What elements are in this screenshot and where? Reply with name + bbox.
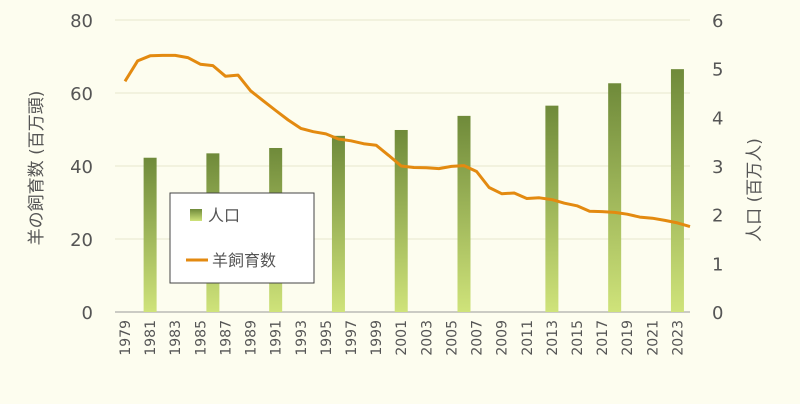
y-tick-left: 40 bbox=[70, 157, 93, 178]
legend-box bbox=[169, 192, 315, 284]
y-tick-right: 3 bbox=[712, 157, 723, 178]
y-axis-left-label: 羊の飼育数 (百万頭) bbox=[27, 91, 47, 246]
y-axis-right-label: 人口 (百万人) bbox=[745, 138, 765, 242]
x-tick-label: 1985 bbox=[193, 320, 209, 356]
x-tick-label: 2003 bbox=[419, 320, 435, 356]
x-tick-label: 2001 bbox=[394, 320, 410, 356]
x-tick-label: 1979 bbox=[118, 320, 134, 356]
sheep-line bbox=[123, 53, 691, 229]
legend: 人口 羊飼育数 bbox=[169, 192, 315, 284]
x-tick-label: 2011 bbox=[520, 320, 536, 356]
axes: 0 20 40 60 80 0 1 2 3 4 5 6 1979 1981 1983 1985 1987 1989… bbox=[70, 11, 723, 356]
x-tick-label: 2007 bbox=[470, 320, 486, 356]
bar bbox=[608, 83, 622, 313]
y-tick-left: 20 bbox=[70, 230, 93, 251]
y-tick-right: 2 bbox=[712, 206, 723, 227]
x-tick-label: 1999 bbox=[369, 320, 385, 356]
y-tick-left: 80 bbox=[70, 11, 93, 32]
x-tick-label: 2005 bbox=[444, 320, 460, 356]
x-tick-label: 1993 bbox=[294, 320, 310, 356]
x-tick-label: 2017 bbox=[595, 320, 611, 356]
x-tick-label: 2019 bbox=[620, 320, 636, 356]
x-tick-label: 2023 bbox=[670, 320, 686, 356]
y-tick-right: 5 bbox=[712, 60, 723, 81]
x-tick-label: 1987 bbox=[218, 320, 234, 356]
line-series bbox=[123, 53, 691, 229]
y-tick-right: 0 bbox=[712, 303, 723, 324]
x-tick-label: 1995 bbox=[319, 320, 335, 356]
y-tick-right: 1 bbox=[712, 254, 723, 275]
y-tick-right: 6 bbox=[712, 11, 723, 32]
x-tick-label: 2013 bbox=[545, 320, 561, 356]
bar bbox=[394, 129, 408, 312]
x-tick-label: 1981 bbox=[143, 320, 159, 356]
bar bbox=[670, 69, 684, 312]
bar bbox=[331, 135, 345, 312]
x-tick-label: 1991 bbox=[269, 320, 285, 356]
legend-label-bar: 人口 bbox=[208, 206, 240, 225]
x-tick-label: 1989 bbox=[244, 320, 260, 356]
y-tick-left: 0 bbox=[82, 303, 93, 324]
legend-swatch-bar bbox=[190, 209, 202, 221]
x-tick-label: 2015 bbox=[570, 320, 586, 356]
x-tick-label: 2009 bbox=[495, 320, 511, 356]
x-tick-label: 1997 bbox=[344, 320, 360, 356]
bar bbox=[545, 105, 559, 312]
y-tick-right: 4 bbox=[712, 108, 723, 129]
bar bbox=[457, 115, 471, 312]
bar bbox=[143, 157, 157, 312]
legend-label-line: 羊飼育数 bbox=[212, 251, 276, 270]
x-tick-label: 1983 bbox=[168, 320, 184, 356]
x-tick-label: 2021 bbox=[645, 320, 661, 356]
y-tick-left: 60 bbox=[70, 84, 93, 105]
